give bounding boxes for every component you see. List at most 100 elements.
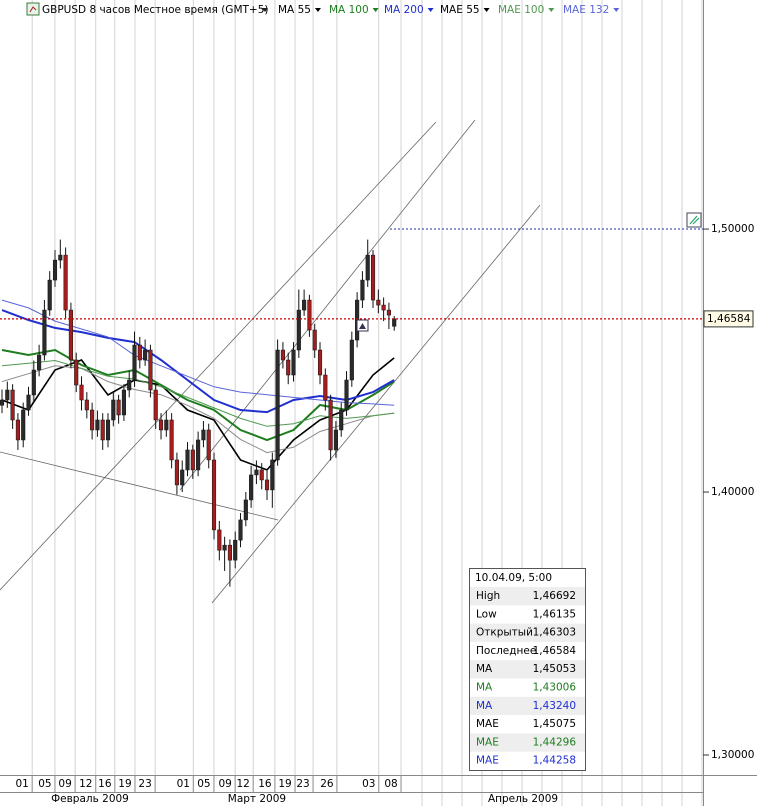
candle-body	[349, 339, 354, 381]
info-row-bg	[470, 696, 585, 716]
x-tick-label: 16	[98, 778, 112, 790]
info-label: High	[476, 590, 500, 602]
last-price-label: 1,46584	[707, 313, 751, 325]
channel-line	[179, 119, 476, 491]
x-tick-label: 23	[138, 778, 151, 790]
candle-body	[95, 419, 100, 431]
info-label: Low	[476, 608, 497, 620]
candle-body	[259, 469, 264, 481]
candle-body	[190, 449, 195, 471]
dropdown-arrow	[314, 8, 321, 12]
legend-entry[interactable]: MAE 132	[563, 4, 609, 16]
trend-line	[0, 451, 279, 521]
y-tick-label: 1,30000	[711, 749, 754, 761]
x-tick-label: 05	[197, 778, 210, 790]
candle-body	[386, 309, 391, 316]
info-label: MAE	[476, 755, 499, 767]
month-label: Март 2009	[228, 793, 286, 805]
legend-entry[interactable]: MA 55	[278, 4, 311, 16]
channel-line	[0, 121, 437, 591]
candle-body	[333, 429, 338, 451]
symbol-title[interactable]: GBPUSD 8 часов Местное время (GMT+5)	[42, 4, 269, 16]
moving-average-line	[1, 365, 395, 454]
candle-body	[174, 459, 179, 486]
info-row-bg	[470, 623, 585, 642]
info-value: 1,45053	[533, 663, 576, 675]
candle-body	[339, 409, 344, 431]
candle-body	[47, 279, 52, 311]
legend-entry[interactable]: MAE 100	[498, 4, 544, 16]
candle-body	[217, 529, 222, 551]
candle-body	[365, 254, 370, 281]
candle-body	[58, 254, 63, 261]
candle-body	[275, 349, 280, 461]
legend-entry[interactable]: MAE 55	[440, 4, 480, 16]
candle-body	[68, 309, 73, 361]
candle-body	[344, 379, 349, 411]
x-tick-label: 12	[236, 778, 249, 790]
candle-body	[317, 349, 323, 376]
info-row-bg	[470, 733, 585, 752]
order-icon-glyph	[359, 323, 366, 329]
info-row-bg	[470, 660, 585, 679]
candle-body	[105, 419, 111, 441]
moving-average-line	[1, 299, 395, 406]
info-title: 10.04.09, 5:00	[475, 572, 552, 584]
y-tick-label: 1,40000	[711, 486, 754, 498]
legend-entry[interactable]: MA 100	[329, 4, 369, 16]
candle-body	[84, 399, 89, 411]
dropdown-arrow[interactable]	[262, 8, 268, 12]
candle-body	[100, 419, 105, 441]
month-label: Апрель 2009	[488, 793, 558, 805]
x-tick-label: 05	[38, 778, 51, 790]
legend-entry[interactable]: MA 200	[384, 4, 424, 16]
info-value: 1,46303	[533, 627, 576, 639]
candle-body	[264, 479, 270, 491]
candle-body	[143, 349, 148, 361]
candle-body	[243, 499, 248, 521]
alert-icon-glyph	[689, 215, 700, 225]
x-tick-label: 19	[278, 778, 291, 790]
candle-body	[302, 299, 307, 311]
candle-body	[15, 419, 20, 441]
info-value: 1,44258	[533, 755, 576, 767]
candle-body	[270, 459, 275, 491]
info-label: MA	[476, 682, 493, 694]
candle-body	[370, 254, 376, 301]
candle-body	[42, 309, 47, 356]
dropdown-arrow	[372, 8, 379, 12]
candle-body	[180, 469, 185, 486]
candle-body	[79, 384, 84, 401]
symbol-icon	[26, 2, 40, 16]
moving-average-line	[1, 357, 395, 471]
candle-body	[63, 254, 68, 311]
info-label: MA	[476, 700, 493, 712]
info-row-bg	[470, 587, 585, 606]
candle-body	[211, 459, 217, 531]
candle-body	[132, 344, 137, 381]
candle-body	[376, 299, 381, 306]
x-tick-label: 01	[15, 778, 28, 790]
candle-body	[37, 354, 42, 371]
candle-body	[52, 259, 58, 281]
info-panel: 10.04.09, 5:00 High 1,46692 Low 1,46135Откр…	[469, 568, 586, 771]
info-value: 1,45075	[533, 718, 576, 730]
info-value: 1,46135	[533, 608, 576, 620]
candle-body	[153, 389, 158, 421]
candle-body	[233, 539, 238, 561]
x-tick-label: 19	[118, 778, 131, 790]
header: GBPUSD 8 часов Местное время (GMT+5) MA …	[26, 2, 620, 16]
info-label: Открытый	[476, 627, 533, 639]
candle-body	[5, 389, 10, 401]
x-tick-label: 01	[177, 778, 190, 790]
symbol-icon-glyph	[29, 6, 37, 13]
plot-area	[0, 239, 397, 587]
candle-body	[127, 379, 132, 391]
candle-body	[90, 409, 95, 431]
moving-average-line	[1, 348, 395, 442]
dropdown-arrow	[548, 8, 555, 12]
candle-body	[116, 399, 121, 416]
candle-body	[328, 399, 333, 451]
candle-body	[307, 299, 312, 331]
candle-body	[111, 399, 116, 421]
